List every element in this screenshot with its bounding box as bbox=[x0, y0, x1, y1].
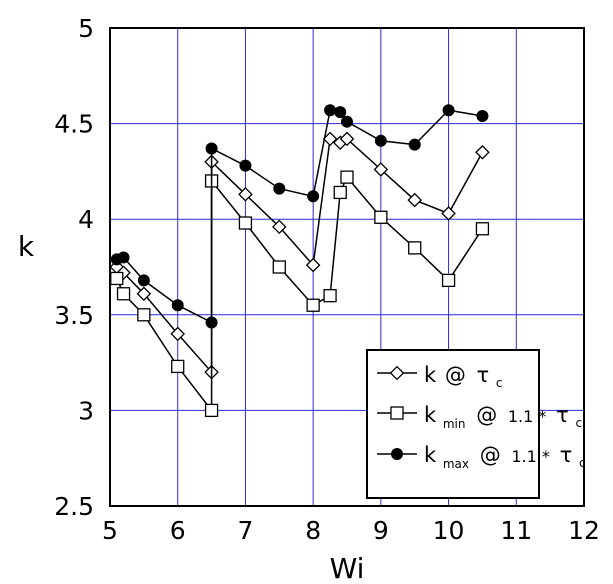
data-point bbox=[340, 170, 354, 184]
data-point bbox=[110, 271, 124, 286]
data-point bbox=[374, 210, 388, 224]
data-point bbox=[475, 222, 490, 236]
data-point bbox=[204, 403, 219, 418]
legend-tau: τ bbox=[556, 403, 569, 427]
data-point bbox=[323, 289, 337, 303]
legend-main-k: k bbox=[424, 403, 437, 427]
data-point bbox=[170, 326, 185, 342]
data-point bbox=[137, 274, 150, 287]
series-line bbox=[116, 137, 484, 375]
data-point bbox=[441, 273, 456, 288]
x-tick-label: 6 bbox=[170, 516, 186, 545]
legend: k @ τ c k min @ 1.1 * τ c k max bbox=[366, 349, 586, 499]
data-point bbox=[341, 115, 353, 128]
legend-tau-subscript: c bbox=[579, 456, 586, 470]
axis-ticks: 5 6 7 8 9 10 11 12 2.5 3 3.5 4 4.5 5 bbox=[54, 14, 600, 545]
x-tick-label: 5 bbox=[102, 516, 118, 545]
legend-subscript-max: max bbox=[443, 457, 469, 471]
series-lines bbox=[109, 104, 490, 418]
legend-factor: 1.1 * bbox=[511, 447, 550, 466]
data-point bbox=[476, 109, 489, 122]
data-point bbox=[273, 182, 286, 195]
data-point bbox=[442, 104, 455, 117]
legend-label-kmin: k min @ 1.1 * τ c bbox=[424, 403, 582, 433]
data-point bbox=[373, 162, 389, 177]
legend-tau-subscript: c bbox=[575, 416, 582, 430]
data-point bbox=[408, 241, 422, 255]
y-tick-label: 5 bbox=[78, 14, 94, 43]
data-point bbox=[407, 192, 422, 208]
y-tick-label: 3 bbox=[78, 396, 94, 425]
data-point bbox=[239, 159, 252, 172]
x-axis-label: Wi bbox=[330, 552, 365, 584]
x-tick-label: 10 bbox=[433, 516, 465, 545]
data-point bbox=[117, 251, 130, 264]
series-line bbox=[116, 109, 483, 324]
series-2 bbox=[110, 170, 490, 418]
legend-factor: 1.1 * bbox=[508, 407, 547, 426]
legend-label-k: k @ τ c bbox=[424, 363, 503, 390]
legend-subscript-min: min bbox=[443, 417, 466, 431]
legend-tau-subscript: c bbox=[496, 376, 503, 390]
x-tick-label: 7 bbox=[237, 516, 253, 545]
data-point bbox=[272, 219, 287, 235]
data-point bbox=[339, 131, 355, 147]
y-tick-label: 3.5 bbox=[54, 301, 94, 330]
data-point bbox=[306, 298, 320, 312]
data-point bbox=[333, 185, 347, 200]
series-3 bbox=[110, 104, 489, 329]
y-axis-label: k bbox=[18, 230, 35, 263]
legend-tau: τ bbox=[477, 363, 490, 387]
data-point bbox=[441, 206, 456, 221]
series-line bbox=[116, 175, 484, 413]
y-tick-label: 4 bbox=[78, 205, 94, 234]
data-point bbox=[305, 257, 321, 273]
data-point bbox=[374, 134, 387, 147]
data-point bbox=[408, 138, 421, 151]
legend-entry-kmax: k max @ 1.1 * τ c bbox=[377, 443, 586, 473]
legend-entry-kmin: k min @ 1.1 * τ c bbox=[377, 403, 582, 433]
data-point bbox=[205, 316, 218, 329]
square-marker-icon bbox=[390, 406, 404, 420]
legend-main-k: k bbox=[424, 363, 437, 387]
x-tick-label: 12 bbox=[568, 516, 600, 545]
data-point bbox=[136, 286, 152, 302]
data-point bbox=[205, 142, 218, 155]
legend-label-kmax: k max @ 1.1 * τ c bbox=[424, 443, 586, 473]
data-point bbox=[475, 144, 490, 160]
legend-tau: τ bbox=[560, 443, 573, 467]
data-point bbox=[171, 359, 185, 374]
data-point bbox=[272, 260, 286, 274]
data-point bbox=[307, 190, 320, 203]
legend-entry-k-tau-c: k @ τ c bbox=[377, 363, 503, 390]
x-tick-label: 11 bbox=[500, 516, 532, 545]
legend-at: @ bbox=[476, 403, 497, 427]
legend-at: @ bbox=[480, 443, 501, 467]
data-point bbox=[171, 299, 184, 312]
grid bbox=[110, 28, 584, 506]
y-tick-label: 4.5 bbox=[54, 110, 94, 139]
data-point bbox=[238, 187, 253, 202]
y-tick-label: 2.5 bbox=[54, 492, 94, 521]
diamond-marker-icon bbox=[389, 365, 405, 381]
legend-at: @ bbox=[445, 363, 466, 387]
x-tick-label: 9 bbox=[373, 516, 389, 545]
circle-marker-icon bbox=[391, 448, 403, 460]
data-point bbox=[116, 287, 131, 301]
legend-main-k: k bbox=[424, 443, 437, 467]
series-1 bbox=[109, 131, 490, 380]
data-point bbox=[322, 131, 338, 147]
data-point bbox=[137, 308, 151, 322]
x-tick-label: 8 bbox=[305, 516, 321, 545]
data-point bbox=[238, 216, 253, 230]
data-point bbox=[334, 106, 347, 119]
data-point bbox=[324, 104, 337, 117]
